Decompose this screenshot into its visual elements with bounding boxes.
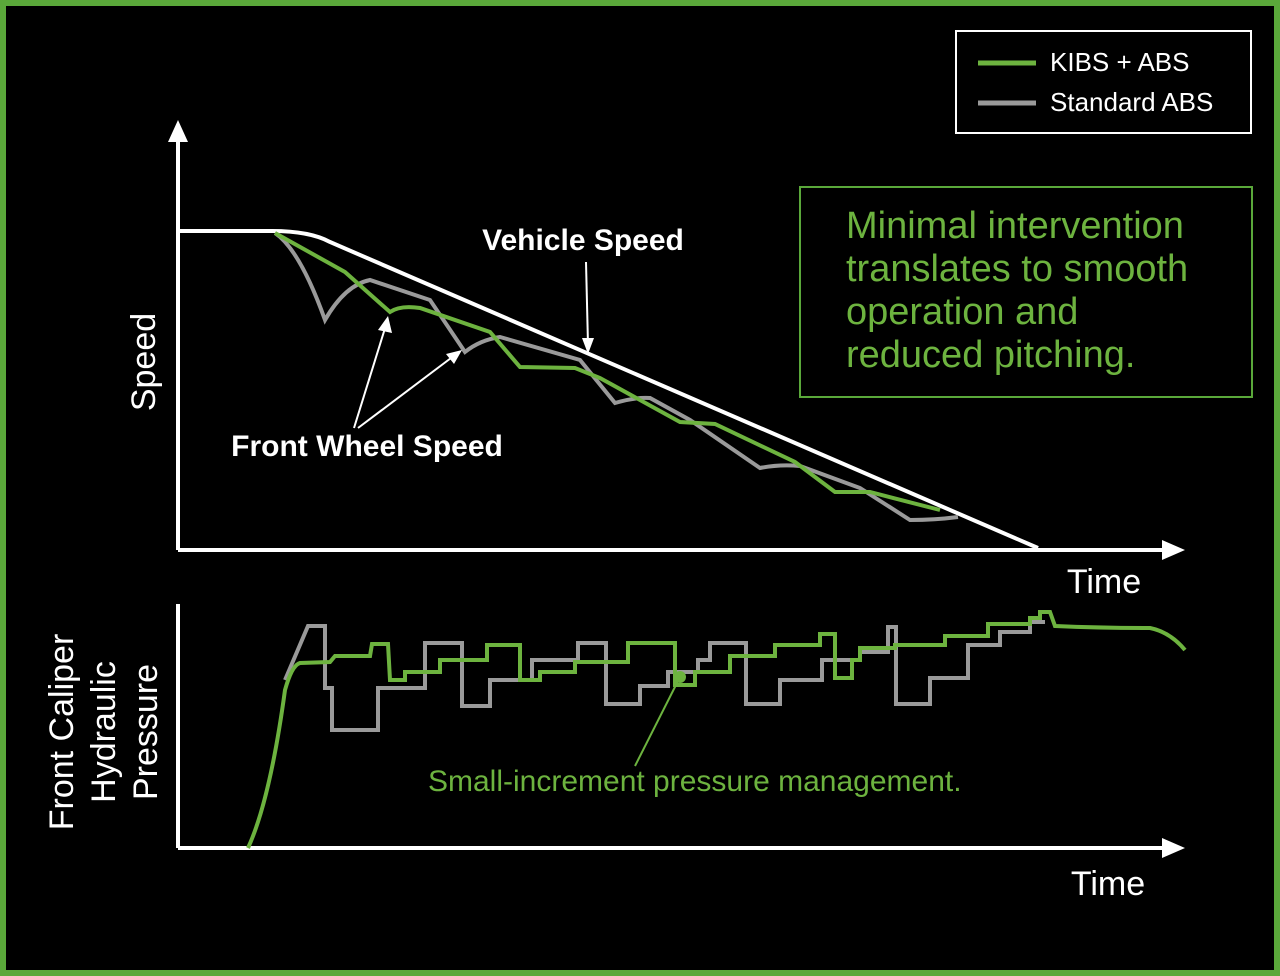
label-arrows (353, 261, 589, 429)
annotation-line (634, 676, 681, 767)
kibs-wheel (274, 231, 941, 512)
x-axis-label: Time (1071, 865, 1145, 903)
pressure-y-label: Front Caliper Hydraulic Pressure (43, 634, 165, 831)
axis-arrow (1162, 838, 1185, 858)
callout-text: translates to smooth (846, 248, 1188, 290)
kibs-pressure (246, 610, 1187, 849)
y-axis-label: Pressure (127, 664, 165, 800)
legend-box (955, 30, 1252, 134)
standard-abs-wheel (273, 231, 959, 523)
legend-label: KIBS + ABS (1050, 47, 1189, 77)
x-axis-label: Time (1067, 563, 1141, 601)
y-axis-label: Speed (125, 313, 163, 411)
callout-text: operation and (846, 291, 1078, 333)
callout-box (799, 186, 1253, 398)
annotation: Small-increment pressure management. (428, 765, 962, 798)
pressure-axes (176, 604, 1165, 850)
legend-label: Standard ABS (1050, 87, 1213, 117)
speed-axes (176, 135, 1165, 552)
y-axis-label: Hydraulic (85, 661, 123, 803)
vehicle-speed-line (178, 229, 1039, 550)
y-axis-label: Front Caliper (43, 634, 81, 831)
vehicle-speed-label: Vehicle Speed (482, 224, 684, 257)
callout-text: Minimal intervention (846, 205, 1184, 247)
callout-text: reduced pitching. (846, 334, 1135, 376)
wheel-speed-label: Front Wheel Speed (231, 430, 503, 463)
